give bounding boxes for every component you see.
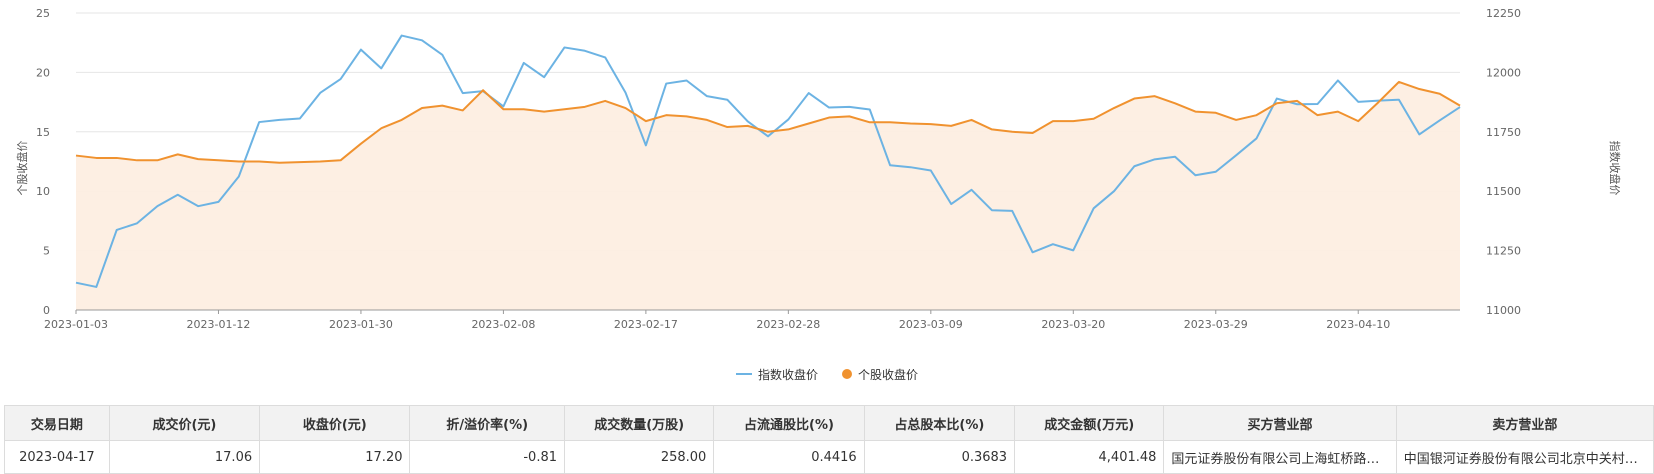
table-header-row: 交易日期 成交价(元) 收盘价(元) 折/溢价率(%) 成交数量(万股) 占流通… (4, 405, 1654, 441)
table-row: 2023-04-17 17.06 17.20 -0.81 258.00 0.44… (4, 440, 1654, 474)
right-tick-label: 11500 (1486, 185, 1521, 198)
legend-stock[interactable]: 个股收盘价 (842, 366, 918, 383)
cell-amount: 4,401.48 (1014, 440, 1165, 474)
stock-area (76, 81, 1460, 311)
left-tick-label: 5 (43, 245, 50, 258)
x-tick-label: 2023-03-09 (899, 318, 963, 331)
dual-axis-line-chart: 0 11000 5 11250 10 11500 15 11750 20 12000 25 12250… (15, 7, 1622, 331)
header-seller[interactable]: 卖方营业部 (1395, 405, 1654, 441)
cell-trade-price: 17.06 (108, 440, 261, 474)
header-volume[interactable]: 成交数量(万股) (563, 405, 715, 441)
right-axis-title: 指数收盘价 (1608, 141, 1622, 196)
cell-buyer[interactable]: 国元证券股份有限公司上海虹桥路证券营业部 (1163, 440, 1397, 474)
right-tick-label: 11000 (1486, 304, 1521, 317)
left-tick-label: 15 (36, 126, 50, 139)
header-total-share-ratio[interactable]: 占总股本比(%) (863, 405, 1016, 441)
left-tick-label: 0 (43, 304, 50, 317)
block-trade-table: 交易日期 成交价(元) 收盘价(元) 折/溢价率(%) 成交数量(万股) 占流通… (4, 405, 1654, 474)
right-tick-label: 12000 (1486, 66, 1521, 79)
legend-index-label: 指数收盘价 (757, 367, 818, 382)
x-tick-label: 2023-01-12 (187, 318, 251, 331)
x-tick-label: 2023-04-10 (1326, 318, 1390, 331)
header-trade-date[interactable]: 交易日期 (4, 405, 110, 441)
cell-trade-date: 2023-04-17 (4, 440, 110, 474)
x-tick-label: 2023-01-30 (329, 318, 393, 331)
axes: 0 11000 5 11250 10 11500 15 11750 20 12000 25 12250… (36, 7, 1521, 331)
right-tick-label: 11250 (1486, 245, 1521, 258)
header-close-price[interactable]: 收盘价(元) (259, 405, 411, 441)
chart-legend: 指数收盘价 个股收盘价 (0, 364, 1654, 384)
series-lines (75, 34, 1461, 288)
right-tick-label: 12250 (1486, 7, 1521, 20)
x-tick-label: 2023-02-08 (471, 318, 535, 331)
x-tick-label: 2023-02-28 (756, 318, 820, 331)
header-amount[interactable]: 成交金额(万元) (1014, 405, 1165, 441)
cell-premium-rate: -0.81 (409, 440, 565, 474)
x-tick-label: 2023-02-17 (614, 318, 678, 331)
legend-index[interactable]: 指数收盘价 (735, 366, 818, 383)
cell-total-share-ratio: 0.3683 (863, 440, 1016, 474)
x-tick-label: 2023-03-20 (1041, 318, 1105, 331)
stock-close-line[interactable] (75, 80, 1461, 164)
header-premium-rate[interactable]: 折/溢价率(%) (409, 405, 565, 441)
left-tick-label: 20 (36, 66, 50, 79)
x-tick-label: 2023-03-29 (1184, 318, 1248, 331)
header-trade-price[interactable]: 成交价(元) (108, 405, 261, 441)
header-float-share-ratio[interactable]: 占流通股比(%) (713, 405, 865, 441)
left-axis-title: 个股收盘价 (15, 141, 29, 196)
header-buyer[interactable]: 买方营业部 (1163, 405, 1397, 441)
cell-volume: 258.00 (563, 440, 715, 474)
legend-index-swatch (735, 373, 752, 375)
stock-area-fill (76, 81, 1460, 311)
x-tick-label: 2023-01-03 (44, 318, 108, 331)
left-tick-label: 10 (36, 185, 50, 198)
cell-seller[interactable]: 中国银河证券股份有限公司北京中关村大街证券营业部 (1395, 440, 1654, 474)
right-tick-label: 11750 (1486, 126, 1521, 139)
left-tick-label: 25 (36, 7, 50, 20)
cell-close-price: 17.20 (259, 440, 411, 474)
legend-stock-swatch (842, 369, 852, 379)
index-close-line[interactable] (75, 34, 1461, 288)
legend-stock-label: 个股收盘价 (858, 367, 919, 382)
cell-float-share-ratio: 0.4416 (713, 440, 865, 474)
